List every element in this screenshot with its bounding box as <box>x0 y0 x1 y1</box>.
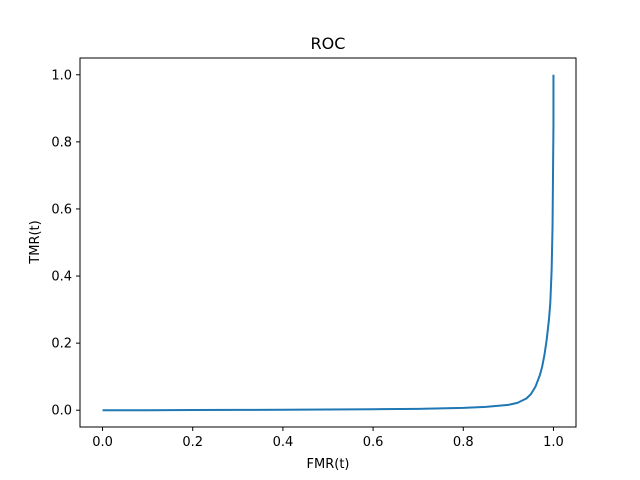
plot-frame <box>79 57 577 428</box>
x-axis: 0.0 0.2 0.4 0.6 0.8 1.0 <box>92 427 564 450</box>
x-tick-label: 0.8 <box>453 435 474 450</box>
y-tick-label: 0.4 <box>51 270 72 285</box>
chart-title: ROC <box>311 34 346 53</box>
roc-curve-line <box>102 74 555 412</box>
x-tick-label: 0.0 <box>92 435 113 450</box>
y-tick-label: 0.2 <box>51 337 72 352</box>
y-tick-label: 0.8 <box>51 135 72 150</box>
x-axis-label: FMR(t) <box>307 457 350 472</box>
y-axis-label: TMR(t) <box>28 220 43 264</box>
y-tick-label: 0.6 <box>51 202 72 217</box>
plot-area <box>102 74 555 412</box>
x-tick-label: 0.6 <box>363 435 384 450</box>
x-tick-label: 0.2 <box>182 435 203 450</box>
y-tick-label: 1.0 <box>51 68 72 83</box>
x-tick-label: 0.4 <box>273 435 294 450</box>
y-axis: 0.0 0.2 0.4 0.6 0.8 1.0 <box>51 68 80 419</box>
x-tick-label: 1.0 <box>543 435 564 450</box>
y-tick-label: 0.0 <box>51 404 72 419</box>
